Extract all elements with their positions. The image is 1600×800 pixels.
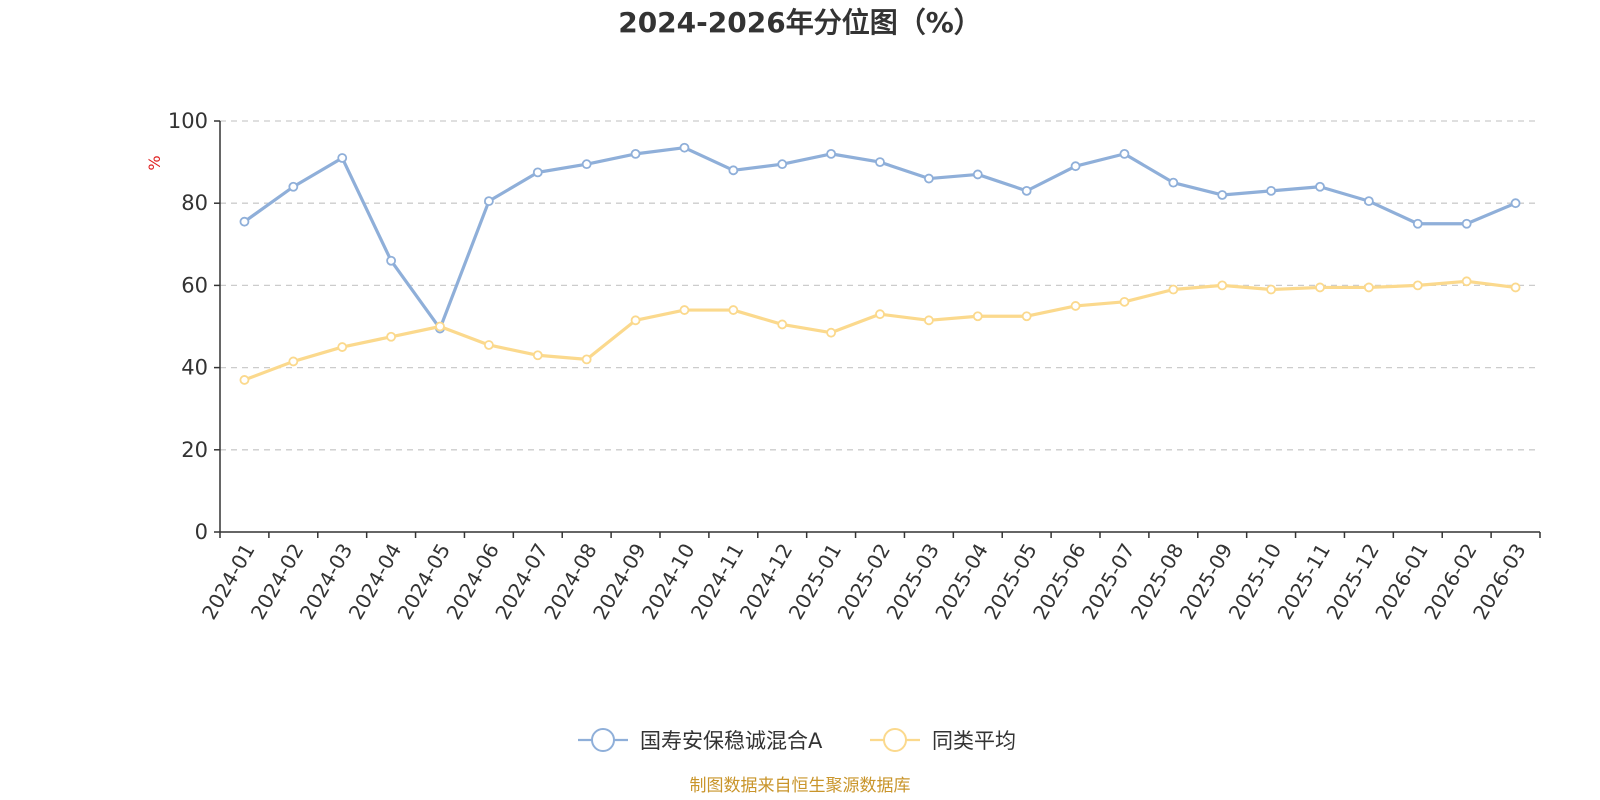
data-point [826,148,837,159]
data-point [483,340,494,350]
data-point [1315,181,1325,192]
series-1 [239,276,1521,385]
data-point [239,375,250,385]
data-point [679,142,690,153]
data-point [581,159,592,170]
data-point [581,354,592,365]
legend-item[interactable]: 同类平均 [870,728,1016,753]
data-point [337,153,348,163]
y-axis-label: % [145,155,164,170]
grid-lines [220,120,1540,451]
y-tick-label: 20 [181,438,208,462]
data-point [875,157,885,168]
data-point [1168,177,1179,188]
data-point [1510,282,1521,293]
data-point [1266,185,1277,196]
data-point [679,305,690,315]
legend-label: 国寿安保稳诚混合A [640,729,823,753]
y-tick-labels: 0 20 40 60 80 100 [168,109,208,544]
x-tick-labels: 2024-012024-022024-032024-042024-052024-… [197,539,1531,623]
data-point [288,356,299,367]
data-point [923,315,934,326]
data-point [972,311,983,322]
data-point [1217,190,1228,200]
data-point [1461,218,1472,229]
data-point [1412,218,1423,229]
data-point [1412,280,1423,291]
data-source-footer: 制图数据来自恒生聚源数据库 [690,776,911,796]
series-line [243,146,1517,331]
legend-marker [591,728,615,752]
y-tick-label: 0 [195,520,208,544]
data-point [777,159,788,170]
data-point [1315,282,1325,293]
data-point [288,181,299,192]
data-point [1070,301,1081,311]
legend-marker [883,728,907,752]
data-point [386,331,397,342]
data-point [972,169,983,180]
series-0 [239,142,1521,334]
data-point [777,319,788,330]
data-point [1070,161,1081,172]
chart-title: 2024-2026年分位图（%） [618,6,982,39]
data-point [1217,280,1228,291]
data-point [1021,311,1032,322]
data-point [532,350,543,361]
data-point [728,305,739,315]
data-point [435,321,445,332]
y-tick-label: 100 [168,109,208,133]
data-point [483,196,494,207]
series-line [243,279,1516,382]
axes [214,120,1541,538]
data-point [630,315,641,326]
legend-label: 同类平均 [932,729,1016,753]
data-point [1510,198,1521,209]
y-tick-label: 60 [181,273,208,297]
data-point [1461,276,1472,287]
data-point [875,309,885,320]
data-point [532,167,543,178]
data-point [386,255,397,266]
y-tick-label: 80 [181,191,208,215]
legend: 国寿安保稳诚混合A 同类平均 [578,728,1016,753]
series-lines [239,142,1521,385]
y-tick-label: 40 [181,356,208,380]
data-point [1363,196,1374,207]
data-point [1363,282,1374,293]
data-point [728,165,739,176]
data-point [337,342,348,352]
data-point [1119,296,1130,307]
data-point [630,148,641,159]
legend-item[interactable]: 国寿安保稳诚混合A [578,728,823,753]
data-point [826,327,837,338]
data-point [1266,284,1277,295]
data-point [923,173,934,184]
data-point [239,216,250,227]
data-point [1168,284,1179,295]
data-point [1119,148,1130,159]
data-point [1021,185,1032,196]
